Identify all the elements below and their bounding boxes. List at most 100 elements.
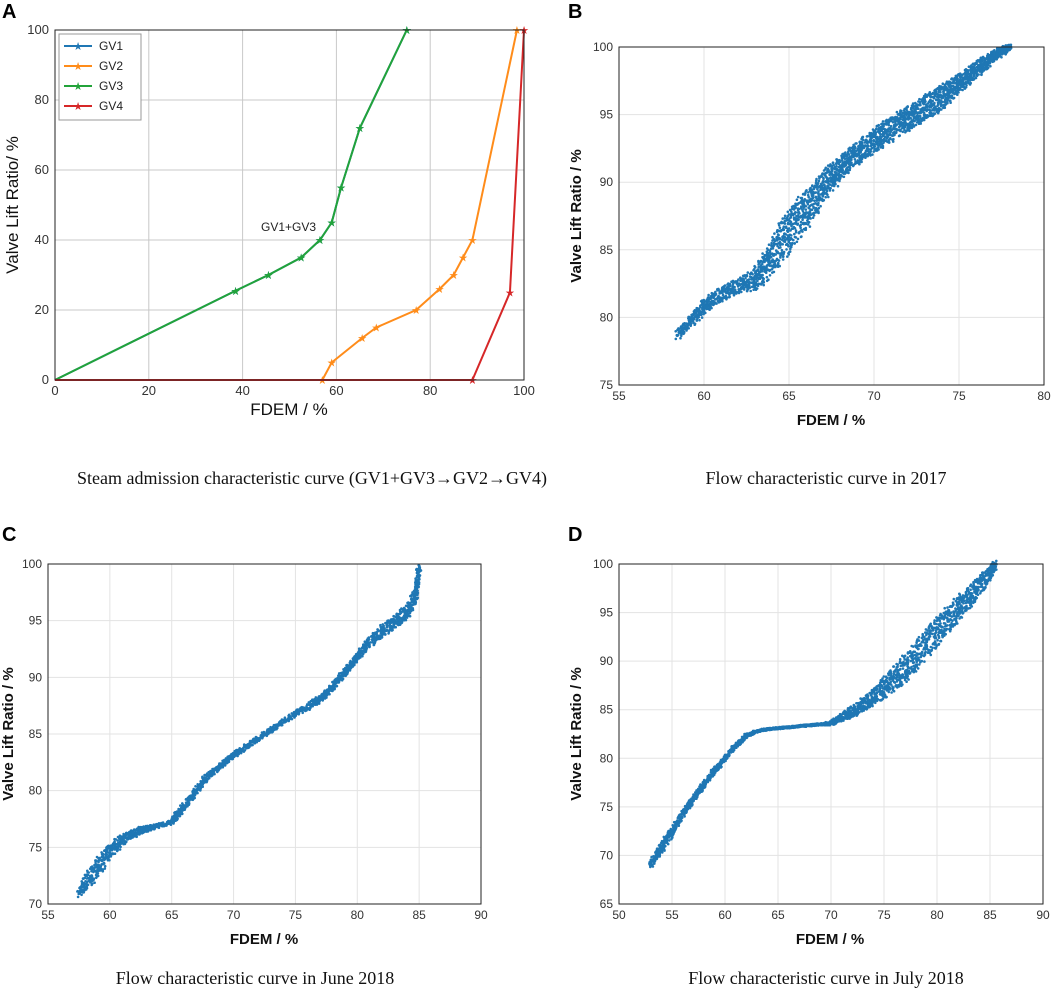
scatter-point	[839, 173, 843, 177]
scatter-point	[721, 293, 725, 297]
scatter-point	[687, 327, 690, 330]
scatter-point	[768, 251, 772, 254]
y-tick-label: 75	[600, 378, 614, 392]
scatter-point	[735, 291, 738, 295]
scatter-point	[382, 628, 386, 632]
scatter-point	[906, 105, 909, 108]
scatter-point	[897, 134, 901, 138]
scatter-point	[103, 867, 107, 870]
scatter-point	[982, 61, 985, 64]
scatter-point	[809, 213, 812, 216]
scatter-point	[724, 291, 728, 294]
scatter-point	[830, 178, 833, 181]
scatter-point	[867, 148, 871, 151]
scatter-point	[806, 193, 810, 197]
scatter-point	[118, 848, 122, 851]
scatter-point	[85, 886, 89, 890]
panel-b-ylabel: Valve Lift Ratio / %	[568, 149, 585, 282]
scatter-point	[759, 265, 762, 269]
scatter-point	[848, 166, 852, 170]
scatter-point	[811, 216, 815, 219]
series-marker-gv2: ★	[458, 252, 468, 265]
scatter-point	[882, 141, 885, 145]
scatter-point	[902, 115, 906, 118]
scatter-point	[825, 175, 828, 179]
scatter-point	[838, 176, 842, 180]
scatter-point	[800, 196, 804, 200]
panel-a-series: ★★★★★★★★★★★★★★★★★★★★★★★★★★★★★	[54, 24, 529, 387]
scatter-point	[109, 845, 113, 848]
scatter-point	[98, 867, 102, 871]
scatter-point	[98, 856, 101, 860]
scatter-point	[802, 221, 805, 225]
scatter-point	[933, 101, 936, 105]
scatter-point	[908, 126, 912, 130]
scatter-point	[262, 731, 266, 734]
scatter-point	[335, 684, 339, 688]
scatter-point	[761, 262, 764, 266]
scatter-point	[813, 199, 816, 202]
scatter-point	[961, 81, 964, 84]
scatter-point	[807, 191, 810, 194]
scatter-point	[834, 182, 837, 186]
scatter-point	[817, 191, 820, 195]
scatter-point	[788, 208, 792, 212]
scatter-point	[777, 233, 780, 237]
scatter-point	[792, 225, 796, 229]
scatter-point	[811, 198, 814, 202]
scatter-point	[827, 177, 831, 180]
scatter-point	[815, 177, 818, 181]
scatter-point	[802, 192, 805, 196]
scatter-point	[850, 163, 854, 166]
scatter-point	[949, 94, 953, 98]
scatter-point	[786, 230, 790, 233]
scatter-point	[707, 293, 710, 297]
scatter-point	[900, 121, 903, 124]
scatter-point	[959, 84, 963, 87]
x-tick-label: 20	[142, 383, 156, 398]
scatter-point	[817, 201, 820, 205]
scatter-point	[201, 780, 205, 784]
scatter-point	[694, 309, 698, 312]
scatter-point	[946, 99, 949, 102]
scatter-point	[789, 222, 793, 226]
scatter-point	[413, 592, 417, 596]
scatter-point	[759, 259, 763, 263]
scatter-point	[859, 151, 862, 154]
scatter-point	[792, 216, 796, 219]
y-tick-label: 95	[600, 108, 614, 122]
scatter-point	[839, 160, 842, 164]
scatter-point	[118, 835, 121, 839]
series-marker-gv2: ★	[327, 357, 337, 370]
scatter-point	[937, 98, 940, 102]
scatter-point	[759, 282, 762, 286]
panel-a-frame	[54, 29, 525, 381]
panel-a-legend: ★ GV1★ GV2★ GV3★ GV4	[58, 33, 142, 121]
scatter-point	[722, 285, 726, 288]
scatter-point	[776, 261, 780, 265]
scatter-point	[839, 167, 842, 171]
scatter-point	[808, 207, 811, 210]
scatter-point	[929, 94, 932, 98]
scatter-point	[810, 208, 814, 211]
scatter-point	[771, 239, 774, 242]
scatter-point	[794, 236, 798, 239]
scatter-point	[125, 833, 128, 837]
scatter-point	[822, 189, 826, 193]
scatter-point	[185, 802, 188, 806]
x-tick-label: 100	[513, 383, 535, 398]
scatter-point	[935, 110, 939, 114]
scatter-point	[779, 241, 782, 245]
scatter-point	[253, 738, 256, 742]
scatter-point	[820, 187, 824, 190]
scatter-point	[837, 162, 841, 166]
scatter-point	[931, 112, 935, 115]
scatter-point	[742, 286, 746, 290]
scatter-point	[714, 290, 717, 294]
scatter-point	[871, 128, 875, 131]
scatter-point	[780, 228, 783, 232]
scatter-point	[925, 109, 928, 113]
y-tick-label: 40	[35, 232, 49, 247]
